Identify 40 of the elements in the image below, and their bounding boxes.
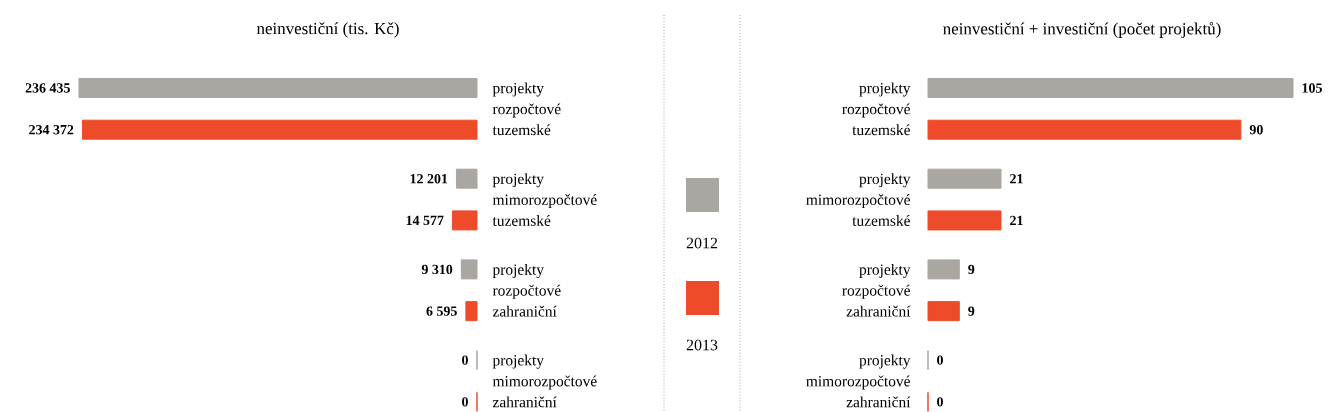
bar bbox=[927, 77, 1294, 98]
bar bbox=[455, 168, 478, 189]
chart-title: neinvestiční + investiční (počet projektů) bbox=[943, 22, 1221, 38]
bar bbox=[81, 119, 478, 140]
text: 2012 bbox=[686, 237, 718, 249]
data-label: 9 bbox=[968, 306, 975, 316]
y-tick-label: projekty rozpočtové zahraniční bbox=[492, 263, 561, 317]
y-tick-label: projekty rozpočtové tuzemské bbox=[492, 82, 561, 136]
data-label: 9 310 bbox=[421, 264, 453, 275]
data-label: 0 bbox=[937, 355, 943, 365]
bar bbox=[927, 119, 1242, 140]
bar bbox=[460, 259, 478, 280]
data-label: 21 bbox=[1010, 215, 1023, 226]
data-label: 236 435 bbox=[25, 83, 70, 93]
data-label: 0 bbox=[462, 355, 468, 365]
y-tick-label: projekty mimorozpočtové zahraniční bbox=[806, 354, 911, 408]
y-tick-label: projekty rozpočtové tuzemské bbox=[842, 82, 911, 136]
y-tick-label: projekty mimorozpočtové tuzemské bbox=[806, 173, 911, 226]
bar bbox=[927, 259, 960, 280]
data-label: 234 372 bbox=[29, 125, 74, 135]
data-label: 105 bbox=[1302, 83, 1322, 93]
bar bbox=[465, 301, 478, 322]
data-label: 0 bbox=[462, 397, 468, 407]
data-label: 6 595 bbox=[426, 306, 457, 316]
data-label: 0 bbox=[937, 397, 943, 407]
y-tick-label: projekty rozpočtové zahraniční bbox=[842, 263, 911, 317]
bar bbox=[451, 210, 478, 231]
data-label: 14 577 bbox=[406, 215, 444, 226]
text: 2013 bbox=[686, 339, 718, 351]
bar bbox=[78, 77, 478, 98]
data-label: 90 bbox=[1249, 124, 1263, 135]
data-label: 12 201 bbox=[410, 173, 448, 184]
data-label: 9 bbox=[968, 264, 975, 275]
data-label: 21 bbox=[1010, 174, 1023, 184]
y-tick-label: projekty mimorozpočtové zahraniční bbox=[492, 354, 597, 408]
bar bbox=[927, 210, 1002, 231]
bar bbox=[927, 301, 960, 322]
y-tick-label: projekty mimorozpočtové tuzemské bbox=[492, 173, 597, 226]
chart-title: neinvestiční (tis. Kč) bbox=[256, 22, 399, 38]
bar bbox=[927, 168, 1002, 189]
